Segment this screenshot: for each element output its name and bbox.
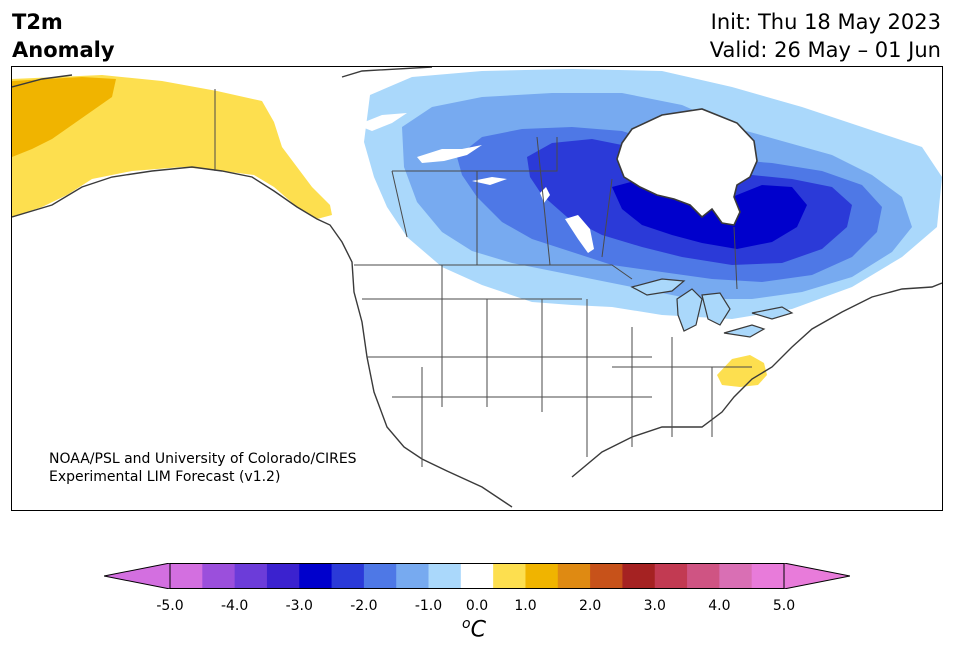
colorbar-swatch <box>719 563 753 589</box>
init-date: Init: Thu 18 May 2023 <box>710 10 941 34</box>
unit-base: C <box>470 617 486 643</box>
colorbar-frame <box>169 563 785 589</box>
hudson-bay <box>616 108 758 226</box>
colorbar <box>104 563 850 589</box>
colorbar-swatch <box>331 563 365 589</box>
colorbar-swatch <box>234 563 268 589</box>
colorbar-tick-label: 1.0 <box>514 598 537 614</box>
colorbar-swatch <box>590 563 623 589</box>
anomaly-map <box>11 66 943 511</box>
coastlines <box>12 67 942 508</box>
colorbar-tick-label: -3.0 <box>285 598 313 614</box>
colorbar-tick-label: 5.0 <box>772 598 796 614</box>
colorbar-swatch <box>266 563 300 589</box>
colorbar-swatch <box>493 563 526 589</box>
colorbar-swatch <box>396 563 430 589</box>
quantity-label: Anomaly <box>12 38 115 62</box>
colorbar-ticks: -5.0 -4.0 -3.0 -2.0 -1.0 0.0 1.0 2.0 3.0 4.0 5.0 <box>0 598 953 618</box>
credit-line-1: NOAA/PSL and University of Colorado/CIRE… <box>49 451 357 467</box>
valid-period: Valid: 26 May – 01 Jun <box>709 38 941 62</box>
forecast-dates: Init: Thu 18 May 2023 Valid: 26 May – 01… <box>710 8 941 64</box>
colorbar-swatch <box>654 563 688 589</box>
warm-anomaly-alaska-core <box>12 77 116 157</box>
unit-degree: o <box>462 616 471 632</box>
colorbar-tick-label: 0.0 <box>465 598 489 614</box>
colorbar-tick-label: -2.0 <box>350 598 378 614</box>
colorbar-swatch <box>170 563 203 589</box>
warm-anomaly-virginia <box>717 355 767 387</box>
colorbar-swatch <box>687 563 720 589</box>
data-credit: NOAA/PSL and University of Colorado/CIRE… <box>49 450 357 486</box>
credit-line-2: Experimental LIM Forecast (v1.2) <box>49 469 281 485</box>
colorbar-swatch <box>460 563 494 589</box>
colorbar-tick-label: -1.0 <box>414 598 443 614</box>
lake-great-slave <box>417 145 482 163</box>
lake-athabasca <box>472 177 507 185</box>
lake-great-bear <box>357 113 407 131</box>
map-canvas <box>12 67 942 508</box>
colorbar-tick-label: -5.0 <box>156 598 184 614</box>
variable-label: T2m <box>12 10 63 34</box>
lake-winnipeg <box>565 215 594 253</box>
map-title: T2m Anomaly <box>12 8 115 64</box>
colorbar-tick-label: -4.0 <box>220 598 249 614</box>
colorbar-swatch <box>363 563 397 589</box>
colorbar-swatch <box>622 563 656 589</box>
political-borders <box>214 89 752 467</box>
great-lakes <box>630 278 794 338</box>
colorbar-swatch <box>751 563 785 589</box>
colorbar-swatch <box>428 563 462 589</box>
colorbar-swatch <box>525 563 559 589</box>
colorbar-unit: oC <box>462 616 486 642</box>
colorbar-tick-label: 3.0 <box>643 598 666 614</box>
colorbar-swatch <box>202 563 236 589</box>
colorbar-swatch <box>299 563 333 589</box>
colorbar-tick-label: 2.0 <box>578 598 602 614</box>
colorbar-over-arrow <box>783 563 850 589</box>
colorbar-swatch <box>557 563 591 589</box>
colorbar-tick-label: 4.0 <box>708 598 731 614</box>
colorbar-under-arrow <box>104 563 171 589</box>
